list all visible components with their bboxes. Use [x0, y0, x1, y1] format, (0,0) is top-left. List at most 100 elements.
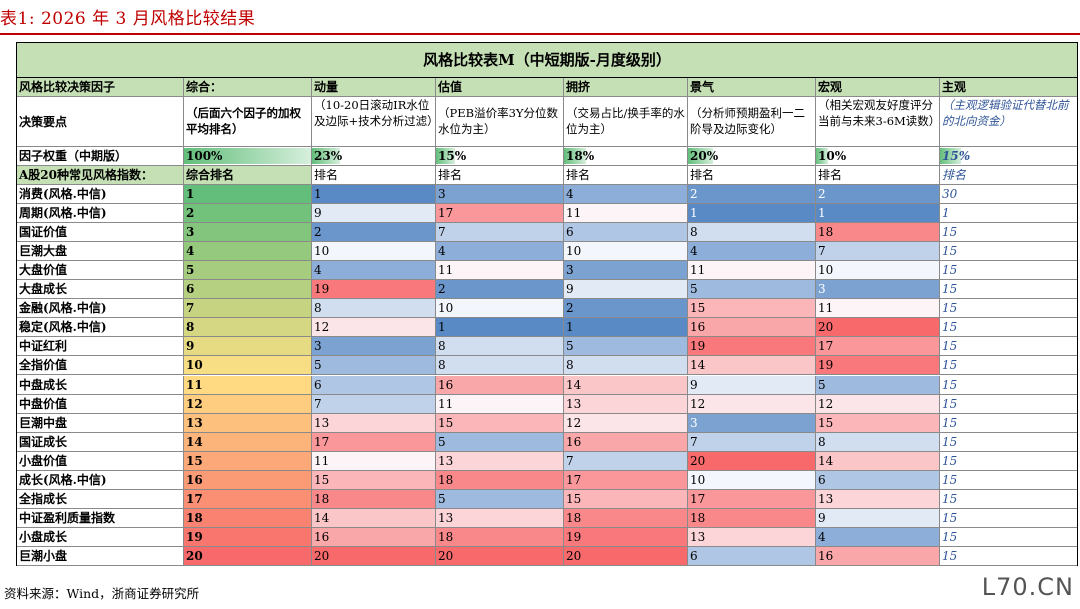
header-prosperity: 景气	[688, 78, 816, 96]
rank-valuation: 5	[436, 432, 564, 451]
weight-subjective: 15%	[940, 147, 1077, 165]
rank-momentum: 9	[312, 204, 436, 223]
rank-composite: 6	[184, 280, 312, 299]
rank-macro: 15	[816, 413, 940, 432]
rank-macro: 1	[816, 204, 940, 223]
rank-composite: 15	[184, 451, 312, 470]
rank-valuation: 13	[436, 508, 564, 527]
rank-subjective: 1	[942, 206, 950, 221]
rank-prosperity: 6	[688, 546, 816, 565]
weights-row: 因子权重（中期版） 100% 23% 15% 18% 20% 10% 15%	[17, 147, 1077, 166]
rank-crowding: 15	[564, 489, 688, 508]
rank-composite: 9	[184, 337, 312, 356]
header-composite: 综合：	[184, 78, 312, 96]
weight-value: 10%	[818, 149, 847, 163]
rank-valuation: 7	[436, 223, 564, 242]
rank-momentum: 20	[312, 546, 436, 565]
rank-valuation: 13	[436, 451, 564, 470]
rank-crowding: 20	[564, 546, 688, 565]
table-row: 小盘价值 15 11 13 7 20 14 15	[17, 451, 1077, 471]
style-index-name: 大盘成长	[17, 280, 184, 299]
table-row: 巨潮中盘 13 13 15 12 3 15 15	[17, 413, 1077, 433]
weight-value: 23%	[314, 149, 343, 163]
table-row: 稳定(风格.中信) 8 12 1 1 16 20 15	[17, 318, 1077, 338]
rank-momentum: 14	[312, 508, 436, 527]
subheader-valuation: 排名	[436, 166, 564, 184]
decision-label: 决策要点	[17, 97, 184, 146]
rank-crowding: 1	[564, 318, 688, 337]
rank-valuation: 11	[436, 261, 564, 280]
weight-value: 15%	[438, 149, 467, 163]
rank-momentum: 10	[312, 242, 436, 261]
decision-row: 决策要点 （后面六个因子的加权平均排名） （10-20日滚动IR水位及边际+技术…	[17, 97, 1077, 147]
rank-composite: 2	[184, 204, 312, 223]
table-row: 周期(风格.中信) 2 9 17 11 1 1 1	[17, 204, 1077, 224]
weight-bar	[312, 148, 341, 164]
rank-momentum: 1	[312, 185, 436, 204]
caption-rule	[0, 33, 1080, 35]
style-index-name: 国证成长	[17, 432, 184, 451]
weight-bar	[688, 148, 714, 164]
rank-valuation: 8	[436, 337, 564, 356]
rank-subjective: 15	[942, 225, 958, 240]
rank-momentum: 6	[312, 375, 436, 394]
rank-composite: 14	[184, 432, 312, 451]
rank-subjective: 15	[942, 358, 958, 373]
rank-momentum: 11	[312, 451, 436, 470]
rank-valuation: 8	[436, 356, 564, 375]
style-index-name: 稳定(风格.中信)	[17, 318, 184, 337]
header-momentum: 动量	[312, 78, 436, 96]
style-index-name: 巨潮大盘	[17, 242, 184, 261]
rank-composite: 13	[184, 413, 312, 432]
table-row: 中证盈利质量指数 18 14 13 18 18 9 15	[17, 508, 1077, 528]
subheader-label: A股20种常见风格指数：	[17, 166, 184, 184]
rank-prosperity: 18	[688, 508, 816, 527]
weight-composite: 100%	[184, 147, 312, 165]
weight-bar	[184, 148, 311, 164]
style-index-name: 周期(风格.中信)	[17, 204, 184, 223]
rank-prosperity: 13	[688, 527, 816, 546]
rank-valuation: 4	[436, 242, 564, 261]
rank-prosperity: 5	[688, 280, 816, 299]
weight-valuation: 15%	[436, 147, 564, 165]
rank-macro: 13	[816, 489, 940, 508]
rank-valuation: 20	[436, 546, 564, 565]
rank-prosperity: 17	[688, 489, 816, 508]
table-row: 消费(风格.中信) 1 1 3 4 2 2 30	[17, 185, 1077, 205]
table-title: 风格比较表M（中短期版-月度级别）	[17, 43, 1077, 78]
weight-value: 18%	[566, 149, 595, 163]
table-row: 全指价值 10 5 8 8 14 19 15	[17, 356, 1077, 376]
weight-bar	[564, 148, 587, 164]
style-index-name: 消费(风格.中信)	[17, 185, 184, 204]
rank-momentum: 2	[312, 223, 436, 242]
subheader-subjective: 排名	[942, 168, 967, 182]
subheader-prosperity: 排名	[688, 166, 816, 184]
table-row: 巨潮大盘 4 10 4 10 4 7 15	[17, 242, 1077, 262]
rank-crowding: 11	[564, 204, 688, 223]
rank-composite: 11	[184, 375, 312, 394]
style-index-name: 小盘价值	[17, 451, 184, 470]
table-row: 中盘成长 11 6 16 14 9 5 15	[17, 375, 1077, 395]
rank-valuation: 18	[436, 527, 564, 546]
rank-prosperity: 16	[688, 318, 816, 337]
weight-bar	[940, 148, 961, 164]
table-caption: 表1: 2026 年 3 月风格比较结果	[0, 9, 256, 29]
rank-valuation: 3	[436, 185, 564, 204]
rank-crowding: 18	[564, 508, 688, 527]
rank-macro: 14	[816, 451, 940, 470]
rank-subjective: 15	[942, 263, 958, 278]
rank-crowding: 14	[564, 375, 688, 394]
rank-valuation: 18	[436, 470, 564, 489]
rank-valuation: 11	[436, 394, 564, 413]
rank-subjective: 15	[942, 453, 958, 468]
source-footer: 资料来源：Wind，浙商证券研究所	[4, 586, 200, 601]
rank-crowding: 12	[564, 413, 688, 432]
table-row: 小盘成长 19 16 18 19 13 4 15	[17, 527, 1077, 547]
style-index-name: 成长(风格.中信)	[17, 470, 184, 489]
style-index-name: 中盘价值	[17, 394, 184, 413]
style-index-name: 全指成长	[17, 489, 184, 508]
rank-macro: 10	[816, 261, 940, 280]
rank-subjective: 15	[942, 434, 958, 449]
rank-momentum: 15	[312, 470, 436, 489]
rank-valuation: 15	[436, 413, 564, 432]
